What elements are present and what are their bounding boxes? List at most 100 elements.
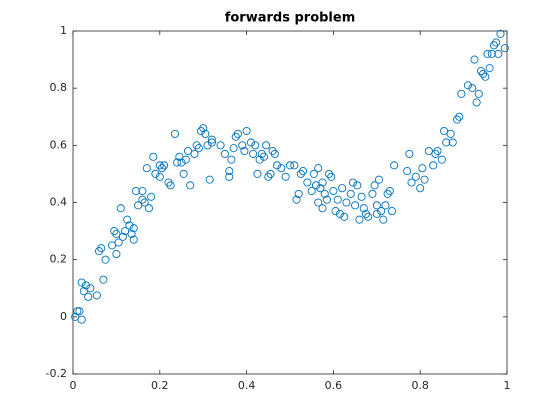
point — [157, 164, 167, 173]
point — [333, 195, 342, 204]
point — [281, 172, 290, 181]
point — [292, 195, 301, 204]
point — [351, 201, 360, 210]
point — [112, 229, 121, 238]
point — [405, 149, 414, 158]
point — [387, 207, 397, 216]
point — [255, 155, 264, 164]
point — [75, 307, 84, 316]
point — [175, 152, 184, 161]
point — [114, 238, 123, 247]
point — [379, 215, 388, 224]
point — [249, 149, 258, 158]
point — [127, 229, 136, 238]
point — [242, 126, 251, 136]
point — [160, 161, 169, 170]
point — [294, 189, 303, 198]
point — [225, 172, 234, 181]
point — [151, 169, 160, 178]
point — [125, 221, 134, 230]
point — [320, 189, 329, 198]
point — [177, 158, 186, 167]
point — [205, 175, 214, 184]
point — [116, 204, 125, 213]
point — [272, 161, 282, 170]
point — [359, 204, 368, 213]
point — [207, 135, 216, 144]
point — [144, 204, 153, 213]
point — [481, 72, 490, 81]
point — [79, 287, 88, 296]
point — [327, 172, 336, 181]
point — [403, 167, 412, 176]
point — [329, 187, 338, 196]
point — [390, 161, 399, 170]
point — [437, 155, 446, 164]
point — [314, 198, 323, 207]
x-tick-label: 0.6 — [325, 379, 343, 392]
point — [108, 241, 117, 250]
point — [383, 189, 392, 198]
point — [229, 144, 238, 153]
point — [457, 89, 466, 98]
point — [479, 69, 488, 78]
point — [496, 29, 505, 38]
point — [372, 209, 381, 218]
point — [81, 281, 91, 290]
point — [442, 138, 451, 147]
point — [264, 172, 273, 181]
point — [348, 178, 357, 187]
point — [355, 215, 364, 224]
point — [314, 164, 323, 173]
point — [270, 149, 279, 158]
point — [155, 172, 164, 181]
point — [253, 169, 262, 178]
point — [129, 224, 138, 233]
point — [346, 189, 355, 198]
y-tick-label: 0.2 — [50, 253, 68, 266]
chart-title: forwards problem — [225, 11, 356, 26]
y-tick-label: 0.6 — [50, 138, 68, 151]
point — [361, 209, 371, 218]
point — [251, 141, 260, 150]
x-tick-label: 0.8 — [411, 379, 429, 392]
point — [155, 161, 164, 170]
point — [92, 291, 101, 300]
point — [311, 181, 321, 190]
point — [112, 249, 121, 258]
point — [181, 155, 190, 164]
point — [472, 98, 481, 107]
point — [316, 184, 325, 193]
y-tick-label: 0 — [60, 310, 67, 323]
point — [138, 187, 147, 196]
y-tick-label: 0.4 — [50, 196, 68, 209]
point — [97, 244, 106, 253]
point — [138, 195, 147, 204]
point — [231, 132, 240, 141]
point — [140, 198, 149, 207]
point — [372, 201, 381, 210]
x-tick-label: 0 — [70, 379, 77, 392]
point — [424, 146, 433, 156]
point — [453, 115, 462, 124]
point — [203, 141, 212, 150]
point — [296, 169, 305, 178]
point — [285, 161, 295, 170]
point — [179, 169, 188, 178]
point — [307, 187, 316, 196]
point — [207, 138, 216, 147]
point — [340, 212, 349, 221]
point — [147, 192, 156, 201]
point — [483, 49, 492, 58]
point — [196, 126, 206, 136]
point — [77, 315, 86, 324]
point — [225, 167, 234, 176]
point — [233, 129, 242, 138]
point — [331, 207, 340, 216]
point — [164, 178, 173, 187]
point — [325, 169, 334, 178]
point — [368, 189, 377, 198]
point — [101, 255, 110, 264]
point — [240, 146, 249, 156]
